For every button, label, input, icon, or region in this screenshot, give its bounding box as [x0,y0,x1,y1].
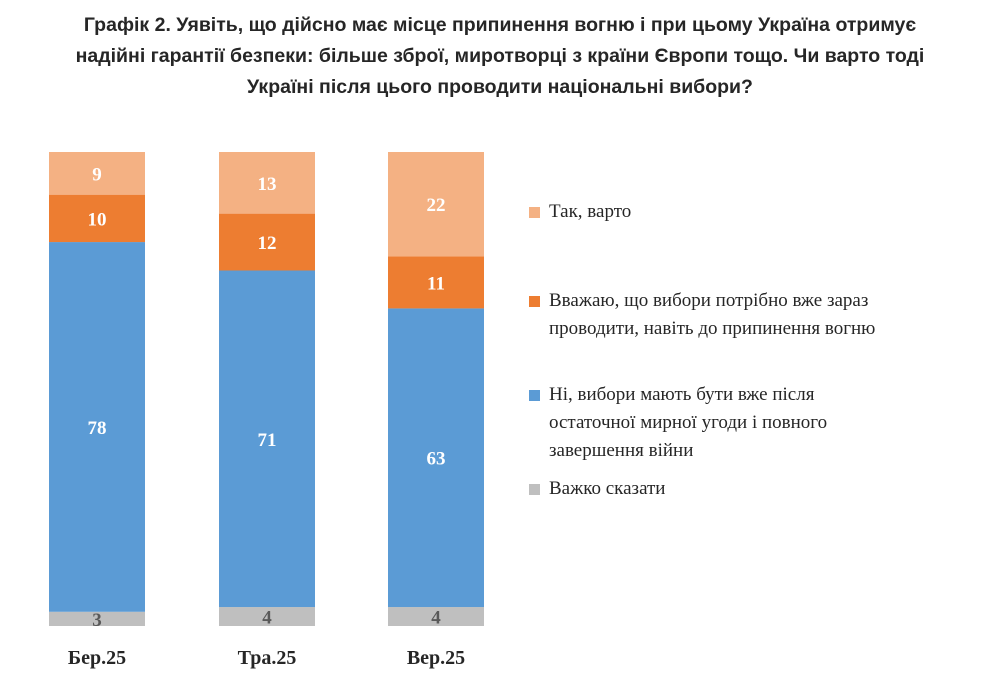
bar-segment-1-3 [219,152,315,214]
chart-title: Графік 2. Уявіть, що дійсно має місце пр… [0,10,1000,103]
legend-text-vazhko: Важко сказати [549,478,666,499]
chart-title-line-1: Графік 2. Уявіть, що дійсно має місце пр… [83,14,917,36]
data-label-2-2: 11 [427,273,445,294]
legend-item-vazhko: Важко сказати [529,475,969,503]
bar-segment-1-2 [219,213,315,271]
bar-segment-0-0 [49,611,145,626]
legend-text-ni-line-2: остаточної мирної угоди і повного [549,412,828,433]
bar-segment-2-0 [388,607,484,626]
category-label-1: Тра.25 [238,647,297,669]
bar-segment-2-2 [388,256,484,309]
data-label-1-0: 4 [262,608,272,629]
data-label-0-0: 3 [92,610,102,631]
legend-text-tak-varto: Так, варто [549,201,632,222]
legend-item-ni: Ні, вибори мають бути вже після остаточн… [529,381,969,465]
bar-segment-2-1 [388,308,484,608]
data-label-2-0: 4 [431,608,441,629]
legend-item-tak-varto: Так, варто [529,198,969,226]
legend-text-zaraz-line-1: Вважаю, що вибори потрібно вже зараз [549,290,869,311]
legend-swatch-zaraz [529,296,540,307]
data-label-1-2: 12 [258,233,277,254]
bar-segment-0-3 [49,152,145,195]
legend-text-ni-line-3: завершення війни [549,440,694,461]
data-label-0-3: 9 [92,164,102,185]
chart-title-line-3: Україні після цього проводити національн… [247,76,753,98]
data-label-2-3: 22 [427,195,446,216]
chart-title-line-2: надійні гарантії безпеки: більше зброї, … [75,45,925,67]
bar-segment-2-3 [388,152,484,257]
legend-swatch-ni [529,390,540,401]
data-label-1-3: 13 [258,174,277,195]
data-label-0-2: 10 [88,209,107,230]
legend-text-zaraz-line-2: проводити, навіть до припинення вогню [549,318,876,339]
legend-text-ni-line-1: Ні, вибори мають бути вже після [549,384,815,405]
data-label-0-1: 78 [88,418,107,439]
bar-segment-0-1 [49,242,145,612]
bar-segment-0-2 [49,194,145,243]
legend-swatch-vazhko [529,484,540,495]
category-label-0: Бер.25 [68,647,126,669]
data-label-1-1: 71 [258,430,277,451]
category-label-2: Вер.25 [407,647,465,669]
legend-item-zaraz: Вважаю, що вибори потрібно вже зараз про… [529,287,969,343]
bar-segment-1-0 [219,607,315,626]
data-label-2-1: 63 [427,449,446,470]
legend-swatch-tak-varto [529,207,540,218]
bar-segment-1-1 [219,270,315,608]
